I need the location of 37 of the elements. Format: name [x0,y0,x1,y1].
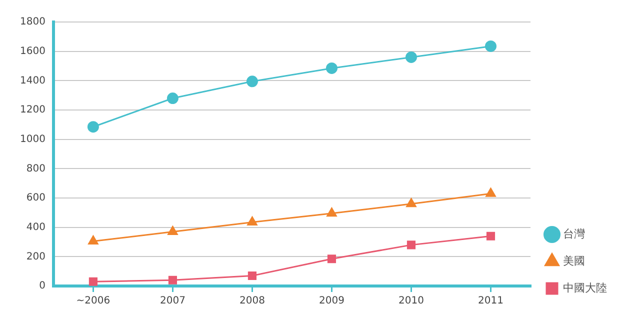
point [326,62,338,74]
y-tick-label: 0 [39,280,46,292]
y-tick-label: 1200 [20,104,46,116]
point [87,121,99,133]
x-tick-label: 2007 [160,296,186,307]
point [486,232,496,240]
y-tick-label: 1600 [20,46,46,57]
point [405,51,417,63]
legend-label: 美國 [563,254,585,268]
y-tick-label: 1400 [20,75,46,86]
legend-label: 台灣 [563,227,585,240]
x-tick-label: ~2006 [76,296,110,307]
x-tick-label: 2010 [398,296,424,307]
legend-label: 中國大陸 [563,281,607,294]
point [486,188,496,197]
x-tick-label: 2011 [478,296,504,307]
point [406,240,416,250]
y-tick-label: 600 [26,192,46,204]
point [246,76,258,88]
y-tick-label: 1000 [20,134,46,145]
point [484,40,496,52]
point [168,276,177,284]
point [88,236,98,245]
x-tick-label: 2009 [319,296,344,307]
x-tick-label: 2008 [239,296,265,307]
y-tick-label: 400 [26,222,46,233]
y-tick-label: 1800 [20,16,46,28]
point [88,277,98,286]
point [406,198,416,208]
y-tick-label: 800 [26,163,46,174]
point [166,92,178,104]
point [247,216,258,226]
point [326,208,337,217]
y-tick-label: 200 [26,251,46,262]
point [168,226,178,235]
point [327,254,336,264]
point [248,271,257,280]
